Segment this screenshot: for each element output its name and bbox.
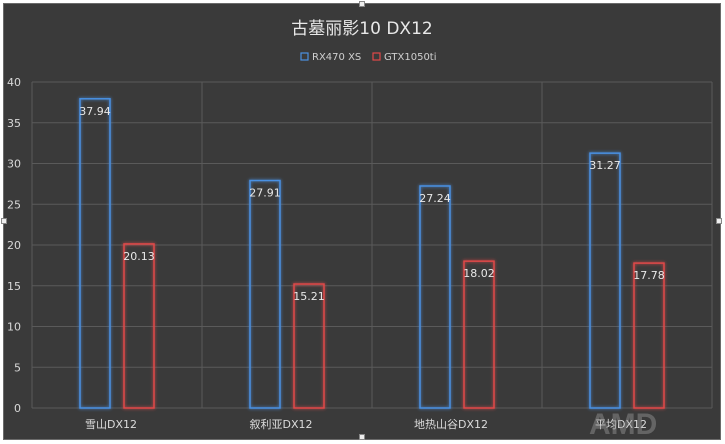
y-tick-label: 40 bbox=[7, 76, 21, 89]
y-tick-label: 35 bbox=[7, 117, 21, 130]
y-axis: 0 5 10 15 20 25 30 35 40 bbox=[7, 76, 21, 415]
y-tick-label: 25 bbox=[7, 198, 21, 211]
x-tick-label: 平均DX12 bbox=[595, 418, 647, 431]
data-label: 27.91 bbox=[249, 187, 281, 200]
x-tick-label: 叙利亚DX12 bbox=[249, 417, 312, 431]
x-tick-label: 地热山谷DX12 bbox=[414, 418, 488, 431]
y-tick-label: 30 bbox=[7, 158, 21, 171]
legend-label: GTX1050ti bbox=[384, 52, 437, 63]
data-label: 37.94 bbox=[79, 105, 111, 118]
data-label: 20.13 bbox=[123, 250, 155, 263]
y-tick-label: 10 bbox=[7, 321, 21, 334]
grid bbox=[31, 81, 713, 409]
resize-handle-bottom[interactable] bbox=[359, 434, 365, 440]
bar bbox=[633, 262, 665, 409]
data-label: 18.02 bbox=[463, 267, 495, 280]
x-axis: 雪山DX12 叙利亚DX12 地热山谷DX12 平均DX12 bbox=[85, 417, 647, 431]
data-label: 17.78 bbox=[633, 269, 665, 282]
legend-item: RX470 XS bbox=[300, 52, 361, 63]
bar bbox=[419, 185, 451, 409]
legend: RX470 XS GTX1050ti bbox=[300, 52, 437, 63]
y-tick-label: 5 bbox=[14, 361, 21, 374]
y-tick-label: 20 bbox=[7, 239, 21, 252]
bar bbox=[293, 283, 325, 409]
amd-watermark: AMD bbox=[589, 408, 657, 439]
resize-handle-right[interactable] bbox=[716, 218, 722, 224]
bar bbox=[249, 179, 281, 409]
legend-item: GTX1050ti bbox=[372, 52, 437, 63]
legend-swatch bbox=[372, 52, 381, 61]
resize-handle-left[interactable] bbox=[1, 218, 7, 224]
bar bbox=[463, 260, 495, 409]
data-label: 31.27 bbox=[589, 159, 621, 172]
resize-handle-top[interactable] bbox=[359, 1, 365, 7]
y-tick-label: 15 bbox=[7, 280, 21, 293]
legend-swatch bbox=[300, 52, 309, 61]
bars: 37.94 20.13 27.91 15.21 27.24 18.02 31.27 17.78 bbox=[79, 98, 665, 409]
bar bbox=[589, 152, 621, 409]
chart-title: 古墓丽影10 DX12 bbox=[291, 19, 432, 39]
data-label: 27.24 bbox=[419, 192, 451, 205]
legend-label: RX470 XS bbox=[312, 52, 361, 63]
bar bbox=[123, 243, 155, 409]
x-tick-label: 雪山DX12 bbox=[85, 418, 137, 431]
data-label: 15.21 bbox=[293, 290, 325, 303]
bar bbox=[79, 98, 111, 409]
y-tick-label: 0 bbox=[14, 402, 21, 415]
chart-svg: 古墓丽影10 DX12 RX470 XS GTX1050ti 0 5 10 15 20 25… bbox=[7, 19, 713, 439]
